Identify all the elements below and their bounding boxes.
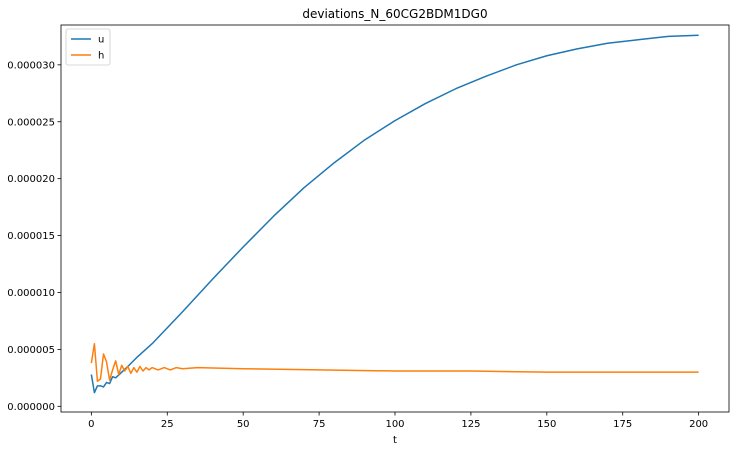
series-lines: [90, 34, 699, 394]
legend-label-h: h: [98, 51, 104, 62]
y-tick-label: 0.000010: [7, 288, 55, 299]
x-tick-label: 200: [689, 419, 708, 430]
y-tick-label: 0.000005: [7, 345, 55, 356]
legend-label-u: u: [98, 35, 104, 46]
y-tick-label: 0.000015: [7, 231, 55, 242]
y-tick-label: 0.000025: [7, 117, 55, 128]
chart-title: deviations_N_60CG2BDM1DG0: [302, 7, 487, 21]
y-tick-label: 0.000020: [7, 174, 55, 185]
x-tick-label: 175: [613, 419, 632, 430]
x-tick-label: 25: [161, 419, 174, 430]
y-tick-label: 0.000030: [7, 60, 55, 71]
y-tick-label: 0.000000: [7, 402, 55, 413]
x-tick-label: 125: [461, 419, 480, 430]
x-tick-label: 100: [385, 419, 404, 430]
series-line-u: [90, 34, 699, 394]
plot-area: [60, 24, 730, 413]
x-tick-label: 75: [313, 419, 326, 430]
x-tick-label: 150: [537, 419, 556, 430]
legend-box: [65, 28, 111, 66]
legend: uh: [65, 28, 111, 66]
series-line-h: [90, 342, 699, 383]
x-axis-label: t: [393, 435, 397, 446]
y-axis-ticks: 0.000000 0.000005 0.000010 0.000015 0.000020…: [7, 60, 61, 413]
x-axis-ticks: 0 25 50 75 100 125 150 175 200: [88, 412, 708, 430]
x-tick-label: 50: [237, 419, 250, 430]
x-tick-label: 0: [88, 419, 94, 430]
